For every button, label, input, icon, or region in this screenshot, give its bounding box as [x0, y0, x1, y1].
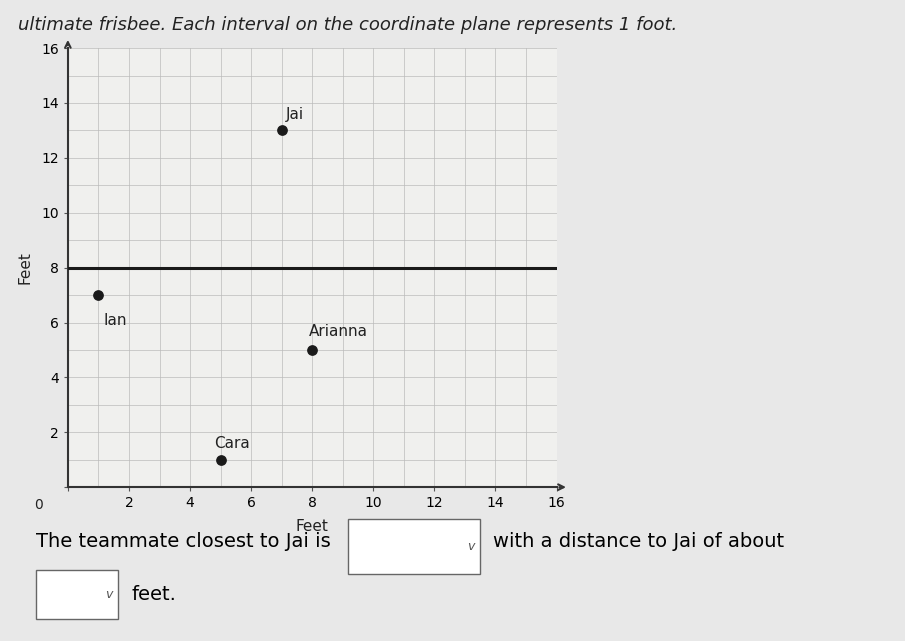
Y-axis label: Feet: Feet — [18, 251, 33, 284]
Point — [214, 454, 228, 465]
Point — [274, 125, 289, 135]
Text: The teammate closest to Jai is: The teammate closest to Jai is — [36, 532, 331, 551]
Text: v: v — [105, 588, 112, 601]
Text: ultimate frisbee. Each interval on the coordinate plane represents 1 foot.: ultimate frisbee. Each interval on the c… — [18, 16, 677, 34]
Text: v: v — [467, 540, 474, 553]
Text: Jai: Jai — [286, 107, 304, 122]
Text: Arianna: Arianna — [310, 324, 368, 339]
Text: feet.: feet. — [131, 585, 176, 604]
Text: Ian: Ian — [103, 313, 127, 328]
X-axis label: Feet: Feet — [296, 519, 329, 533]
Text: with a distance to Jai of about: with a distance to Jai of about — [493, 532, 785, 551]
Point — [305, 345, 319, 355]
Text: Cara: Cara — [214, 437, 251, 451]
Point — [91, 290, 106, 300]
Text: 0: 0 — [34, 497, 43, 512]
